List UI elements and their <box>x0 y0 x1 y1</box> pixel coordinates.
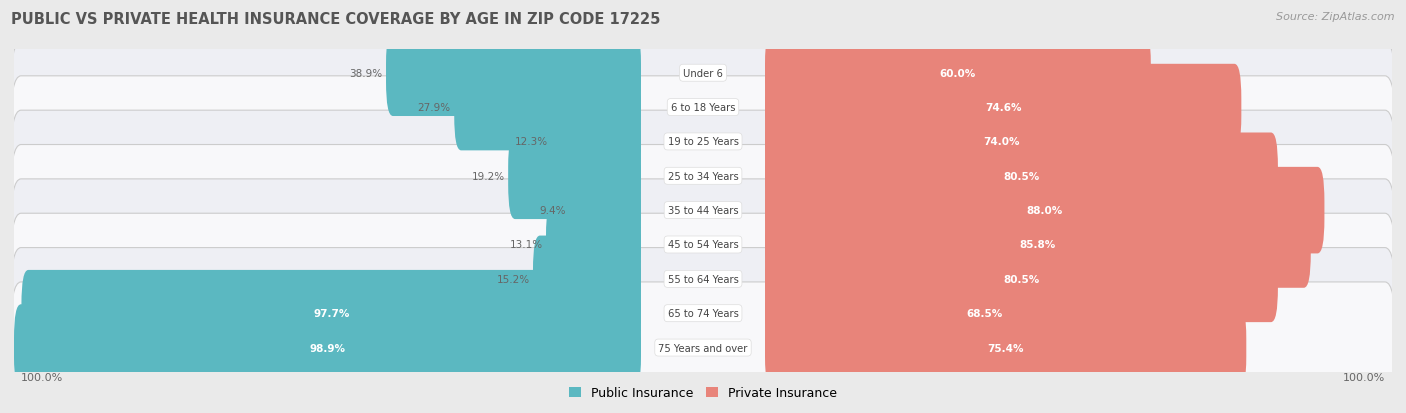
Text: 80.5%: 80.5% <box>1004 274 1039 284</box>
Text: Under 6: Under 6 <box>683 69 723 78</box>
FancyBboxPatch shape <box>765 99 1237 185</box>
FancyBboxPatch shape <box>11 214 1395 344</box>
FancyBboxPatch shape <box>546 202 641 288</box>
Text: 98.9%: 98.9% <box>309 343 346 353</box>
FancyBboxPatch shape <box>765 270 1204 356</box>
Text: 97.7%: 97.7% <box>314 309 350 318</box>
Text: Source: ZipAtlas.com: Source: ZipAtlas.com <box>1277 12 1395 22</box>
Text: 100.0%: 100.0% <box>1343 372 1385 382</box>
FancyBboxPatch shape <box>11 145 1395 276</box>
Text: 15.2%: 15.2% <box>496 274 530 284</box>
Text: 6 to 18 Years: 6 to 18 Years <box>671 103 735 113</box>
Text: 60.0%: 60.0% <box>939 69 976 78</box>
Text: 55 to 64 Years: 55 to 64 Years <box>668 274 738 284</box>
Text: PUBLIC VS PRIVATE HEALTH INSURANCE COVERAGE BY AGE IN ZIP CODE 17225: PUBLIC VS PRIVATE HEALTH INSURANCE COVER… <box>11 12 661 27</box>
FancyBboxPatch shape <box>11 77 1395 208</box>
Text: 38.9%: 38.9% <box>350 69 382 78</box>
FancyBboxPatch shape <box>765 65 1241 151</box>
FancyBboxPatch shape <box>11 111 1395 242</box>
FancyBboxPatch shape <box>533 236 641 323</box>
FancyBboxPatch shape <box>11 282 1395 413</box>
Text: 9.4%: 9.4% <box>538 206 565 216</box>
FancyBboxPatch shape <box>765 236 1278 323</box>
FancyBboxPatch shape <box>765 167 1324 254</box>
Text: 100.0%: 100.0% <box>21 372 63 382</box>
Text: 12.3%: 12.3% <box>515 137 547 147</box>
FancyBboxPatch shape <box>765 304 1246 391</box>
Text: 75.4%: 75.4% <box>987 343 1024 353</box>
FancyBboxPatch shape <box>765 202 1310 288</box>
Text: 13.1%: 13.1% <box>509 240 543 250</box>
FancyBboxPatch shape <box>454 65 641 151</box>
Text: 74.0%: 74.0% <box>983 137 1019 147</box>
FancyBboxPatch shape <box>14 304 641 391</box>
FancyBboxPatch shape <box>765 31 1152 117</box>
FancyBboxPatch shape <box>11 179 1395 310</box>
Text: 27.9%: 27.9% <box>418 103 451 113</box>
Text: 19 to 25 Years: 19 to 25 Years <box>668 137 738 147</box>
Text: 88.0%: 88.0% <box>1026 206 1063 216</box>
FancyBboxPatch shape <box>551 99 641 185</box>
Text: 85.8%: 85.8% <box>1019 240 1056 250</box>
Legend: Public Insurance, Private Insurance: Public Insurance, Private Insurance <box>564 381 842 404</box>
FancyBboxPatch shape <box>21 270 641 356</box>
FancyBboxPatch shape <box>11 43 1395 173</box>
FancyBboxPatch shape <box>765 133 1278 220</box>
Text: 80.5%: 80.5% <box>1004 171 1039 181</box>
Text: 75 Years and over: 75 Years and over <box>658 343 748 353</box>
Text: 19.2%: 19.2% <box>471 171 505 181</box>
FancyBboxPatch shape <box>387 31 641 117</box>
Text: 68.5%: 68.5% <box>966 309 1002 318</box>
FancyBboxPatch shape <box>569 167 641 254</box>
FancyBboxPatch shape <box>508 133 641 220</box>
Text: 35 to 44 Years: 35 to 44 Years <box>668 206 738 216</box>
Text: 74.6%: 74.6% <box>986 103 1021 113</box>
Text: 45 to 54 Years: 45 to 54 Years <box>668 240 738 250</box>
Text: 25 to 34 Years: 25 to 34 Years <box>668 171 738 181</box>
FancyBboxPatch shape <box>11 248 1395 379</box>
FancyBboxPatch shape <box>11 8 1395 139</box>
Text: 65 to 74 Years: 65 to 74 Years <box>668 309 738 318</box>
